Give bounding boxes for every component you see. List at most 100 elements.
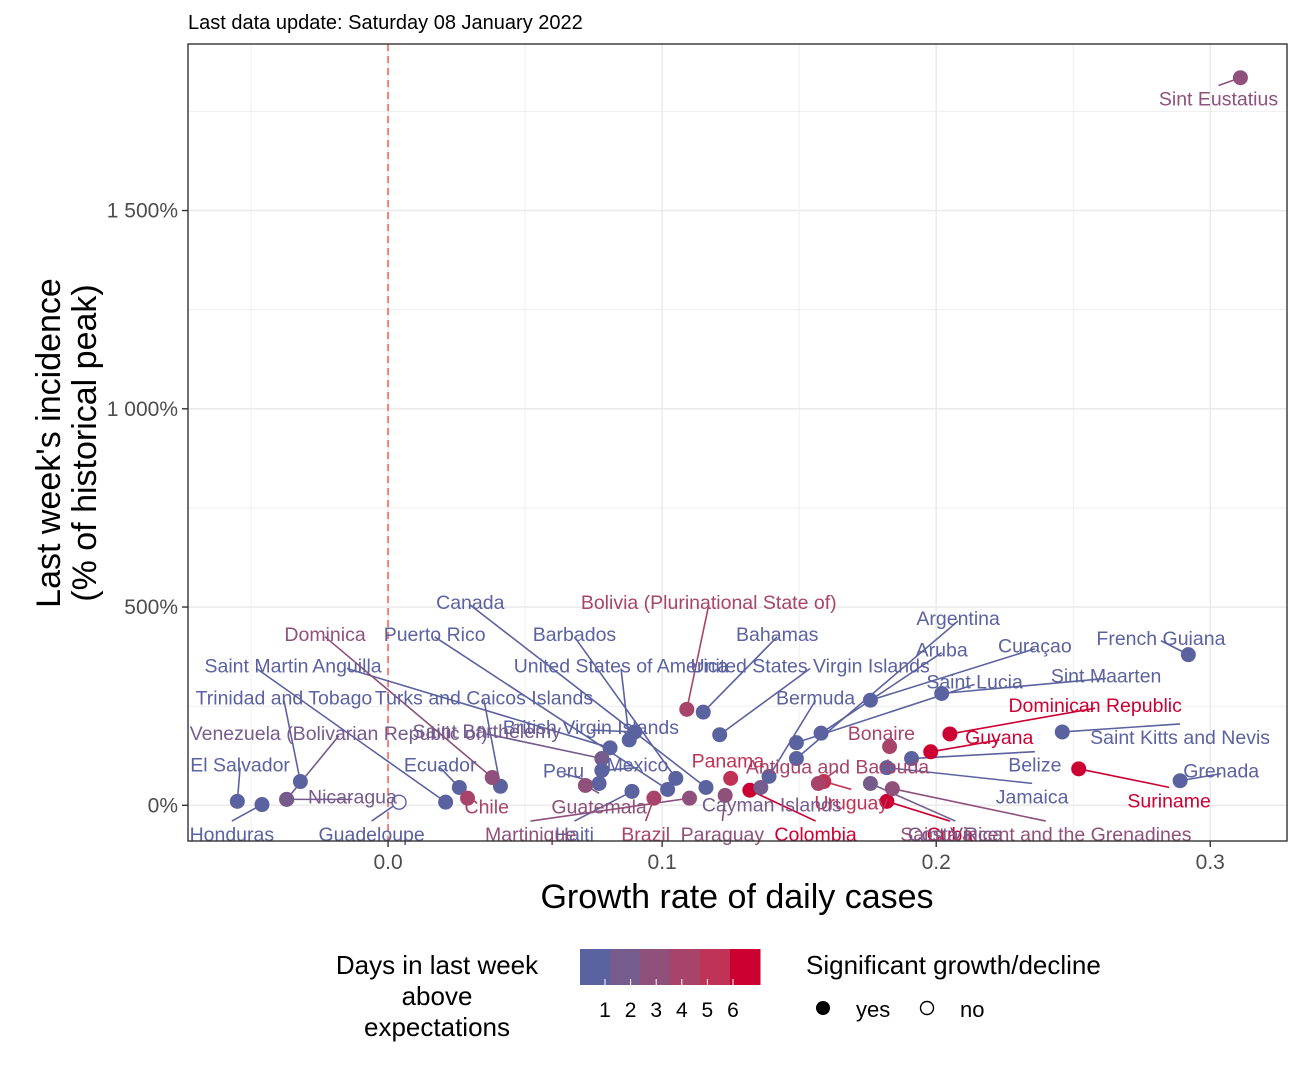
point-label: Honduras	[190, 824, 275, 846]
point-label: Bermuda	[776, 687, 855, 709]
y-tick-label: 500%	[124, 596, 178, 619]
point-label: Sint Eustatius	[1159, 89, 1278, 111]
y-tick-label: 0%	[148, 794, 178, 817]
legend-color-label: 5	[702, 999, 714, 1022]
data-point: Dominican Republic	[942, 726, 957, 741]
data-point: Cayman Islands	[753, 780, 768, 795]
point-label: Saint Lucia	[926, 671, 1023, 693]
point-label: French Guiana	[1096, 628, 1225, 650]
data-point: Saint Lucia	[789, 735, 804, 750]
legend-shape-title: Significant growth/decline	[806, 950, 1101, 980]
point-label: Saint Kitts and Nevis	[1090, 727, 1270, 749]
point-label: Peru	[543, 761, 584, 783]
legend-shape-filled-key	[816, 1001, 830, 1015]
legend-color-label: 2	[625, 999, 637, 1022]
point-label: Suriname	[1127, 790, 1210, 812]
point-label: Bonaire	[848, 723, 915, 745]
data-point: Nicaragua	[279, 792, 294, 807]
point-label: Antigua and Barbuda	[746, 757, 929, 779]
legend-color-label: 3	[650, 999, 662, 1022]
point-label: Belize	[1008, 755, 1061, 777]
point-label: Venezuela (Bolivarian Republic of)	[190, 723, 488, 745]
point-label: United States of America	[514, 656, 729, 678]
data-point: Saint Kitts and Nevis	[1055, 724, 1070, 739]
data-point: Aruba	[814, 726, 829, 741]
point-label: Jamaica	[996, 786, 1069, 808]
point-label: Puerto Rico	[384, 624, 486, 646]
point-label: Panama	[692, 751, 765, 773]
data-point: Curaçao	[863, 693, 878, 708]
x-axis-title: Growth rate of daily cases	[540, 878, 933, 916]
point-label: El Salvador	[190, 755, 290, 777]
point-label: Dominican Republic	[1008, 695, 1182, 717]
point-label: Argentina	[916, 608, 1000, 630]
data-point: Canada	[698, 780, 713, 795]
legend-color-label: 4	[676, 999, 688, 1022]
data-point: Panama	[723, 771, 738, 786]
point-label: Curaçao	[998, 636, 1072, 658]
y-tick-label: 1 500%	[107, 200, 178, 223]
legend-shape-no-label: no	[960, 997, 984, 1022]
x-tick-label: 0.3	[1196, 851, 1225, 874]
legend-shape-yes-label: yes	[856, 997, 890, 1022]
point-label: Guyana	[965, 727, 1033, 749]
legend-color-swatch	[580, 949, 611, 985]
legend-color-swatch	[730, 949, 761, 985]
data-point: Dominica	[485, 770, 500, 785]
legend-color-title-line1: Days in last week	[336, 950, 539, 980]
chart-subtitle: Last data update: Saturday 08 January 20…	[188, 12, 583, 34]
legend-color-label: 1	[599, 999, 611, 1022]
point-label: Paraguay	[681, 824, 765, 846]
point-label: Bolivia (Plurinational State of)	[581, 592, 837, 614]
data-point: Peru	[592, 776, 607, 791]
point-label: Chile	[465, 796, 509, 818]
point-label: Cayman Islands	[702, 794, 842, 816]
data-point: Honduras	[254, 797, 269, 812]
point-label: Canada	[436, 592, 504, 614]
legend-color-swatch	[700, 949, 731, 985]
legend-color-title-line2: above	[402, 981, 473, 1011]
point-label: Nicaragua	[308, 786, 397, 808]
point-label: Saint Martin	[204, 656, 308, 678]
data-point: Trinidad and Tobago	[293, 774, 308, 789]
point-label: Martinique	[485, 824, 576, 846]
legend-color-title-line3: expectations	[364, 1012, 510, 1042]
point-label: Turks and Caicos Islands	[375, 687, 593, 709]
point-label: Anguilla	[312, 656, 382, 678]
legend-color-swatch	[610, 949, 641, 985]
legend-color-label: 6	[727, 999, 739, 1022]
legend-color-swatch	[670, 949, 701, 985]
data-point: Bolivia (Plurinational State of)	[679, 702, 694, 717]
data-point: El Salvador	[230, 794, 245, 809]
point-label: Grenada	[1183, 761, 1259, 783]
point-label: Saint Vincent and the Grenadines	[900, 824, 1192, 846]
point-label: Ecuador	[404, 755, 477, 777]
y-axis-title-line2: (% of historical peak)	[66, 284, 104, 601]
data-point: Saint Martin	[438, 795, 453, 810]
data-point: Suriname	[1071, 761, 1086, 776]
data-point: Sint Eustatius	[1233, 70, 1248, 85]
y-tick-label: 1 000%	[107, 398, 178, 421]
point-label: Trinidad and Tobago	[196, 687, 373, 709]
point-label: Barbados	[533, 624, 617, 646]
point-label: Colombia	[774, 824, 857, 846]
y-axis-title-line1: Last week's incidence	[30, 278, 68, 608]
data-point: Puerto Rico	[660, 782, 675, 797]
point-label: Sint Maarten	[1051, 665, 1162, 687]
x-tick-label: 0.0	[373, 851, 402, 874]
x-tick-label: 0.2	[922, 851, 951, 874]
point-label: Bahamas	[736, 624, 819, 646]
point-label: Guadeloupe	[318, 824, 424, 846]
x-tick-label: 0.1	[648, 851, 677, 874]
data-point: United States Virgin Islands	[712, 727, 727, 742]
data-point: Bahamas	[696, 705, 711, 720]
point-label: Guatemala	[551, 796, 647, 818]
point-label: Dominica	[284, 624, 365, 646]
legend-shape-hollow-key	[921, 1002, 934, 1015]
data-point: Brazil	[646, 791, 661, 806]
legend-color-swatch	[640, 949, 671, 985]
point-label: Mexico	[607, 755, 669, 777]
data-point: Martinique	[682, 791, 697, 806]
